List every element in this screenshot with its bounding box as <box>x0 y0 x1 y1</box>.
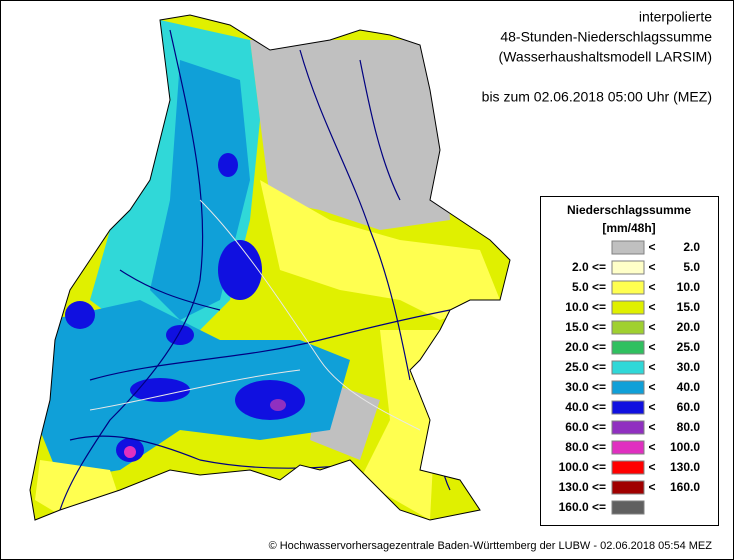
legend-swatch <box>611 460 645 475</box>
legend-lower: 15.0 <= <box>565 320 606 334</box>
legend-swatch <box>611 280 645 295</box>
legend-op: < <box>648 420 655 434</box>
header-line: 48-Stunden-Niederschlagssumme <box>500 29 712 45</box>
legend-upper: 100.0 <box>670 440 700 454</box>
header-line: (Wasserhaushaltsmodell LARSIM) <box>499 49 712 65</box>
footer: © Hochwasservorhersagezentrale Baden-Wür… <box>269 540 713 552</box>
legend-upper: 25.0 <box>677 340 701 354</box>
legend-lower: 5.0 <= <box>572 280 606 294</box>
legend-op: < <box>648 320 655 334</box>
legend-lower: 20.0 <= <box>565 340 606 354</box>
legend-upper: 40.0 <box>677 380 701 394</box>
legend-upper: 80.0 <box>677 420 701 434</box>
legend-swatch <box>611 300 645 315</box>
legend-op: < <box>648 460 655 474</box>
legend-op: < <box>648 240 655 254</box>
legend-lower: 80.0 <= <box>565 440 606 454</box>
legend-op: < <box>648 260 655 274</box>
legend-op: < <box>648 360 655 374</box>
legend-lower: 130.0 <= <box>559 480 606 494</box>
legend-title: Niederschlagssumme <box>567 203 691 217</box>
legend-op: < <box>648 480 655 494</box>
legend-op: < <box>648 400 655 414</box>
legend-swatch <box>611 480 645 495</box>
legend-swatch <box>611 440 645 455</box>
legend-op: < <box>648 380 655 394</box>
legend-upper: 60.0 <box>677 400 701 414</box>
legend-lower: 30.0 <= <box>565 380 606 394</box>
legend-upper: 20.0 <box>677 320 701 334</box>
legend-upper: 5.0 <box>683 260 700 274</box>
legend-lower: 2.0 <= <box>572 260 606 274</box>
legend-lower: 160.0 <= <box>559 500 606 514</box>
legend-swatch <box>611 500 645 515</box>
legend-swatch <box>611 420 645 435</box>
legend-upper: 160.0 <box>670 480 700 494</box>
legend-swatch <box>611 240 645 255</box>
legend-swatch <box>611 380 645 395</box>
border <box>29 14 511 521</box>
legend-upper: 15.0 <box>677 300 701 314</box>
legend-swatch <box>611 360 645 375</box>
legend-swatch <box>611 260 645 275</box>
legend-upper: 2.0 <box>683 240 700 254</box>
legend-upper: 30.0 <box>677 360 701 374</box>
legend-op: < <box>648 280 655 294</box>
legend-unit: [mm/48h] <box>602 221 655 235</box>
legend-op: < <box>648 300 655 314</box>
legend-lower: 40.0 <= <box>565 400 606 414</box>
header-line: interpolierte <box>639 9 712 25</box>
legend-swatch <box>611 320 645 335</box>
legend-lower: 25.0 <= <box>565 360 606 374</box>
legend-op: < <box>648 340 655 354</box>
legend-op: < <box>648 440 655 454</box>
legend-swatch <box>611 340 645 355</box>
legend-lower: 10.0 <= <box>565 300 606 314</box>
legend-lower: 100.0 <= <box>559 460 606 474</box>
header-line: bis zum 02.06.2018 05:00 Uhr (MEZ) <box>482 89 712 105</box>
legend-upper: 130.0 <box>670 460 700 474</box>
legend-lower: 60.0 <= <box>565 420 606 434</box>
legend-swatch <box>611 400 645 415</box>
legend-upper: 10.0 <box>677 280 701 294</box>
